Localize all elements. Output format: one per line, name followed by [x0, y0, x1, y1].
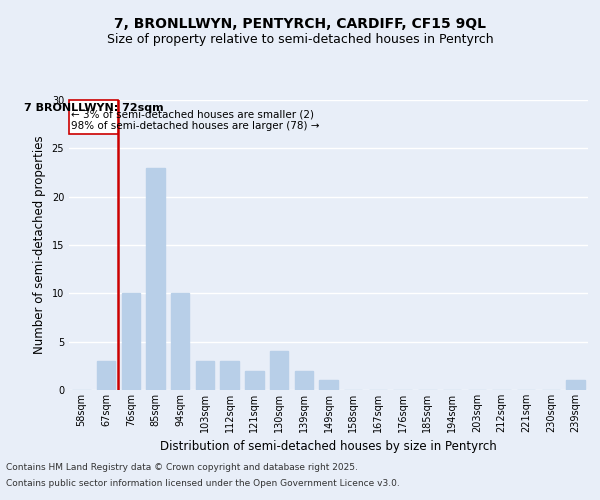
Bar: [146, 168, 165, 390]
Bar: [220, 361, 239, 390]
Bar: [196, 361, 214, 390]
Bar: [319, 380, 338, 390]
Text: ← 3% of semi-detached houses are smaller (2): ← 3% of semi-detached houses are smaller…: [71, 110, 314, 120]
Bar: [566, 380, 585, 390]
Bar: [97, 361, 115, 390]
Bar: [245, 370, 263, 390]
Text: 7 BRONLLWYN: 72sqm: 7 BRONLLWYN: 72sqm: [24, 103, 164, 113]
Bar: [270, 352, 289, 390]
Bar: [295, 370, 313, 390]
Bar: [69, 100, 118, 134]
Bar: [122, 294, 140, 390]
X-axis label: Distribution of semi-detached houses by size in Pentyrch: Distribution of semi-detached houses by …: [160, 440, 497, 454]
Y-axis label: Number of semi-detached properties: Number of semi-detached properties: [33, 136, 46, 354]
Text: Contains public sector information licensed under the Open Government Licence v3: Contains public sector information licen…: [6, 478, 400, 488]
Bar: [171, 294, 190, 390]
Text: 7, BRONLLWYN, PENTYRCH, CARDIFF, CF15 9QL: 7, BRONLLWYN, PENTYRCH, CARDIFF, CF15 9Q…: [114, 18, 486, 32]
Text: 98% of semi-detached houses are larger (78) →: 98% of semi-detached houses are larger (…: [71, 122, 320, 132]
Text: Size of property relative to semi-detached houses in Pentyrch: Size of property relative to semi-detach…: [107, 32, 493, 46]
Text: Contains HM Land Registry data © Crown copyright and database right 2025.: Contains HM Land Registry data © Crown c…: [6, 462, 358, 471]
